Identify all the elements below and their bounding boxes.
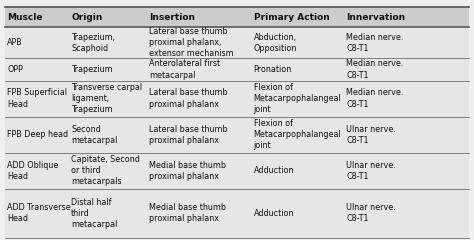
Text: Insertion: Insertion [149,12,195,22]
Text: Abduction,
Opposition: Abduction, Opposition [254,33,297,53]
Text: Trapezium: Trapezium [71,65,113,74]
Text: FPB Deep head: FPB Deep head [7,130,68,139]
Text: ADD Oblique
Head: ADD Oblique Head [7,161,58,181]
Text: Median nerve.
C8-T1: Median nerve. C8-T1 [346,60,403,79]
Text: APB: APB [7,38,23,47]
Text: Second
metacarpal: Second metacarpal [71,125,118,145]
Text: Ulnar nerve.
C8-T1: Ulnar nerve. C8-T1 [346,203,396,223]
Text: Flexion of
Metacarpophalangeal
joint: Flexion of Metacarpophalangeal joint [254,83,341,114]
Text: Origin: Origin [71,12,102,22]
Text: ADD Transverse
Head: ADD Transverse Head [7,203,71,223]
Text: Flexion of
Metacarpophalangeal
joint: Flexion of Metacarpophalangeal joint [254,119,341,150]
Text: Pronation: Pronation [254,65,292,74]
Text: Anterolateral first
metacarpal: Anterolateral first metacarpal [149,60,220,79]
Text: Median nerve.
C8-T1: Median nerve. C8-T1 [346,89,403,108]
Text: OPP: OPP [7,65,23,74]
Text: Medial base thumb
proximal phalanx: Medial base thumb proximal phalanx [149,203,226,223]
Text: Primary Action: Primary Action [254,12,329,22]
Text: Muscle: Muscle [7,12,43,22]
Text: Adduction: Adduction [254,166,294,175]
Text: Ulnar nerve.
C8-T1: Ulnar nerve. C8-T1 [346,125,396,145]
Text: Lateral base thumb
proximal phalanx: Lateral base thumb proximal phalanx [149,89,228,108]
Text: Lateral base thumb
proximal phalanx,
extensor mechanism: Lateral base thumb proximal phalanx, ext… [149,27,234,58]
Text: Transverse carpal
ligament,
Trapezium: Transverse carpal ligament, Trapezium [71,83,142,114]
FancyBboxPatch shape [5,7,469,238]
Text: Lateral base thumb
proximal phalanx: Lateral base thumb proximal phalanx [149,125,228,145]
Text: Medial base thumb
proximal phalanx: Medial base thumb proximal phalanx [149,161,226,181]
Text: Capitate, Second
or third
metacarpals: Capitate, Second or third metacarpals [71,155,140,186]
Text: Ulnar nerve.
C8-T1: Ulnar nerve. C8-T1 [346,161,396,181]
Text: Median nerve.
C8-T1: Median nerve. C8-T1 [346,33,403,53]
FancyBboxPatch shape [5,7,469,27]
Text: FPB Superficial
Head: FPB Superficial Head [7,89,67,108]
Text: Trapezium,
Scaphoid: Trapezium, Scaphoid [71,33,115,53]
Text: Innervation: Innervation [346,12,405,22]
Text: Distal half
third
metacarpal: Distal half third metacarpal [71,198,118,229]
Text: Adduction: Adduction [254,209,294,218]
